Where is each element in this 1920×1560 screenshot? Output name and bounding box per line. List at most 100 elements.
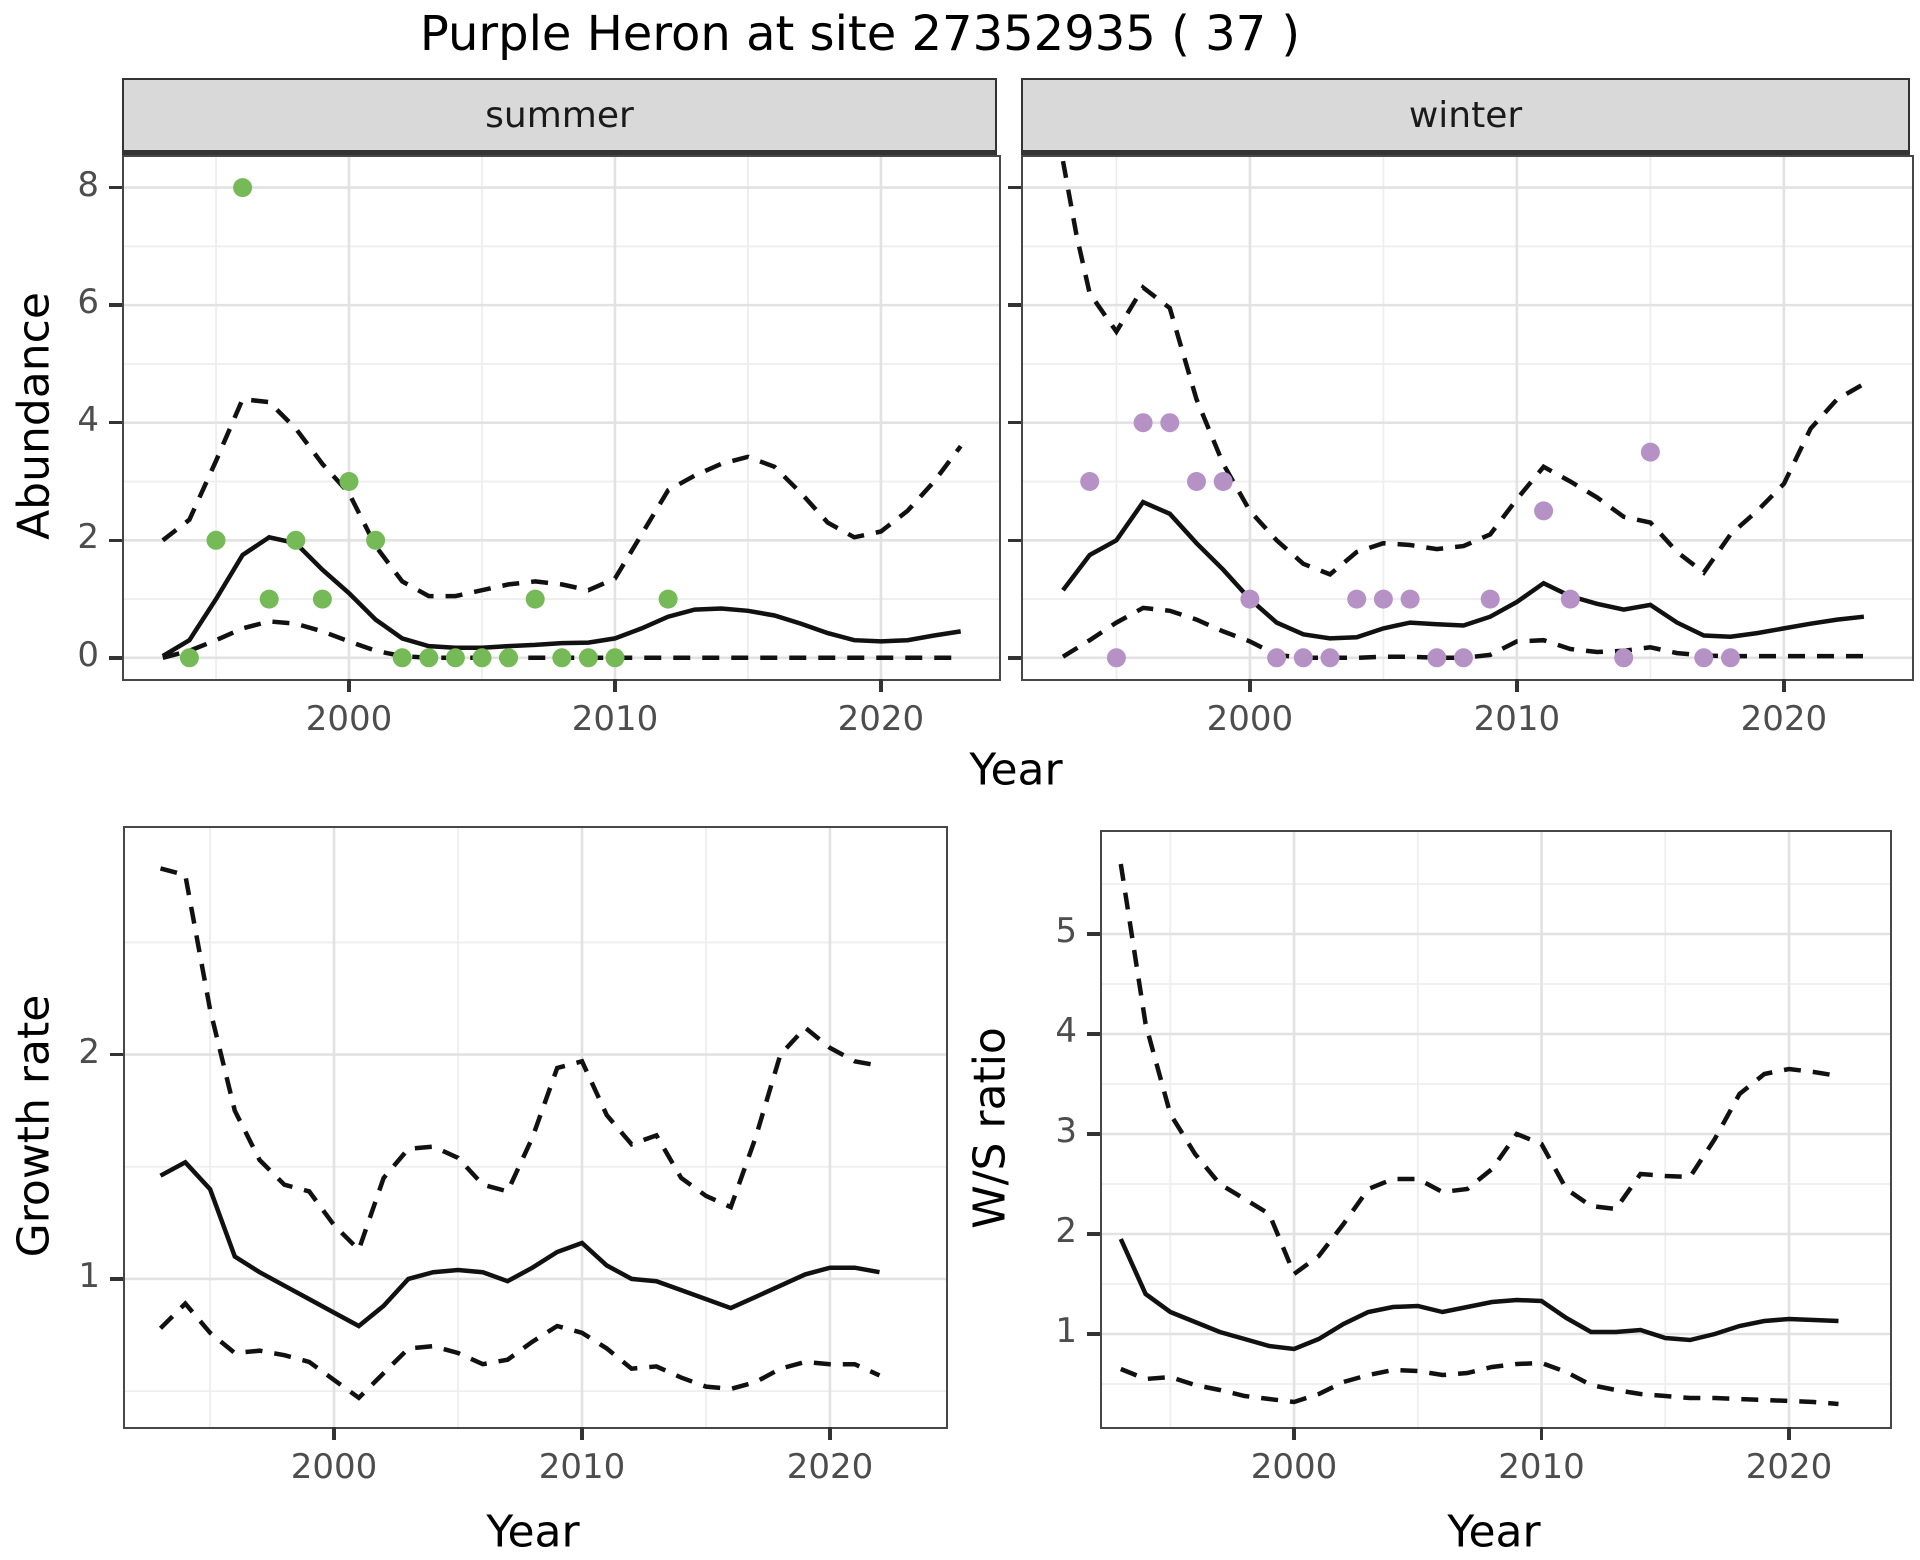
y-tick [1008,420,1021,425]
panel-abundance-summer: 2000 2010 2020 0 2 4 6 8 [77,155,1001,739]
chart-surface-growth [125,828,946,1427]
data-point [1320,648,1340,668]
x-axis-title-year-ws: Year [1447,1506,1541,1558]
data-point [1160,413,1180,433]
x-axis-title-year-growth: Year [486,1506,580,1558]
y-tick-label: 3 [1055,1111,1077,1151]
y-tick-label: 2 [78,1031,100,1072]
chart-surface-summer [124,157,999,679]
chart-surface-winter [1023,157,1912,679]
data-point [1347,589,1367,609]
data-point [472,648,492,668]
y-axis-title-growth-rate: Growth rate [8,994,60,1258]
y-tick [1087,932,1100,936]
x-axis-title-year-top: Year [969,744,1063,796]
data-point [1614,648,1634,668]
data-point [1560,589,1580,609]
data-point [1534,501,1554,521]
upper-ci-line [161,396,963,599]
x-tick-label: 2000 [305,699,393,739]
y-tick [1008,656,1021,660]
data-point [1187,472,1206,491]
y-tick [1087,1032,1100,1036]
y-tick [1008,303,1021,307]
x-tick [1539,1427,1544,1440]
data-point [658,589,678,609]
data-point [605,648,625,668]
y-tick [109,656,122,660]
data-point [1293,648,1313,668]
upper-ci-line [1060,160,1866,577]
x-tick [1787,1427,1791,1440]
data-point [1373,589,1393,609]
data-point [419,648,439,668]
y-tick-label: 5 [1055,911,1077,951]
upper-ci-line [1118,863,1839,1278]
x-tick [1248,679,1252,692]
y-tick-label: 1 [78,1255,100,1296]
y-tick [110,1277,123,1281]
panel-ws-ratio: 2000 2010 2020 1 2 3 4 5 [1055,830,1892,1487]
fit-line [1061,499,1865,641]
data-point [445,648,465,668]
y-tick-label: 2 [1055,1211,1077,1251]
fit-line [161,534,962,659]
facet-strip-summer-label: summer [485,94,634,136]
x-tick [1515,679,1519,692]
fit-line [1118,1238,1839,1352]
x-tick [879,679,883,692]
panel-growth-rate: 2000 2010 2020 1 2 [78,826,948,1487]
data-point [233,178,253,198]
y-tick-label: 1 [1055,1311,1077,1351]
data-point [1080,472,1100,491]
x-tick [1292,1427,1296,1440]
y-tick-label: 4 [1055,1011,1077,1051]
lower-ci-line [1119,1360,1839,1407]
x-tick-label: 2000 [290,1447,378,1487]
data-point [1133,413,1153,433]
y-tick [109,420,122,425]
data-point [312,589,332,609]
panel-abundance-winter: 2000 2010 2020 [1008,155,1914,739]
data-point [206,530,226,550]
x-tick-label: 2000 [1206,699,1294,739]
y-tick [109,538,122,543]
data-point [1427,648,1447,668]
x-tick-label: 2010 [1498,1447,1585,1487]
y-tick [1087,1232,1100,1236]
y-tick [1008,185,1021,190]
data-point [552,648,572,668]
facet-strip-winter-label: winter [1408,94,1523,136]
data-point [1480,589,1500,609]
y-tick [1008,538,1021,543]
upper-ci-line [159,866,880,1254]
y-tick [110,1052,123,1057]
x-tick [828,1427,832,1440]
data-point [286,530,306,550]
y-tick-label: 0 [77,634,99,675]
data-point [1640,442,1660,462]
x-tick-label: 2010 [571,699,659,739]
y-axis-title-ws-ratio: W/S ratio [964,1027,1016,1229]
data-point [1400,589,1420,609]
data-point [179,648,199,668]
y-tick [109,303,122,307]
fit-line [159,1159,880,1329]
data-point [1213,472,1233,491]
data-point [366,530,386,550]
data-point [1721,648,1740,668]
facet-strip-winter: winter [1021,78,1910,155]
x-tick-label: 2020 [1740,699,1828,739]
x-tick-label: 2020 [1745,1447,1833,1487]
data-point [578,648,598,668]
data-point [499,648,519,668]
x-tick-label: 2020 [837,699,925,739]
data-point [392,648,412,668]
data-point [1267,648,1287,668]
data-point [1454,648,1473,668]
y-tick-label: 6 [77,282,99,323]
y-tick-label: 2 [77,517,99,558]
data-point [1240,589,1260,609]
y-axis-title-abundance: Abundance [8,292,60,540]
